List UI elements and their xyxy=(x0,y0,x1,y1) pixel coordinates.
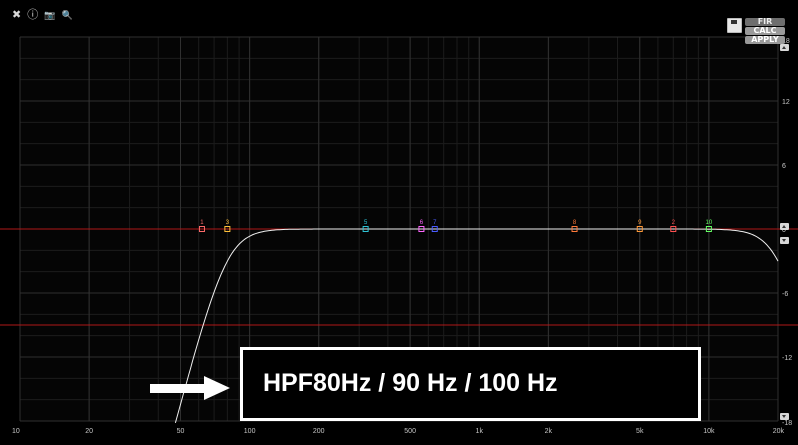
filter-point-5[interactable]: 5 xyxy=(362,220,369,232)
y-tick-label: 0 xyxy=(782,227,786,234)
filter-point-label: 10 xyxy=(706,220,713,226)
x-tick-label: 20k xyxy=(773,428,785,435)
close-icon[interactable]: ✖ xyxy=(12,9,22,21)
zoom-icon[interactable]: 🔍 xyxy=(61,10,73,20)
fir-button[interactable]: FIR xyxy=(745,18,785,26)
fir-panel: FIR CALC APPLY xyxy=(727,17,793,53)
filter-point-label: 7 xyxy=(433,220,437,226)
filter-point-label: 2 xyxy=(672,220,676,226)
y-tick-label: 6 xyxy=(782,163,786,170)
filter-point-8[interactable]: 8 xyxy=(571,220,578,232)
annotation-box: HPF80Hz / 90 Hz / 100 Hz xyxy=(240,347,701,421)
gain-up-button[interactable] xyxy=(780,223,789,230)
filter-point-handle[interactable] xyxy=(224,226,231,232)
filter-point-label: 5 xyxy=(364,220,368,226)
y-tick-label: -18 xyxy=(782,420,792,427)
filter-point-handle[interactable] xyxy=(198,226,205,232)
x-tick-label: 200 xyxy=(313,428,325,435)
filter-point-9[interactable]: 9 xyxy=(636,220,643,232)
camera-icon[interactable]: 📷 xyxy=(44,10,56,20)
filter-point-handle[interactable] xyxy=(571,226,578,232)
y-tick-label: -6 xyxy=(782,291,788,298)
scale-up-top-button[interactable] xyxy=(780,44,789,51)
filter-point-label: 9 xyxy=(638,220,642,226)
y-tick-label: 18 xyxy=(782,38,790,45)
calc-button[interactable]: CALC xyxy=(745,27,785,35)
gain-down-button[interactable] xyxy=(780,237,789,244)
filter-point-2[interactable]: 2 xyxy=(670,220,677,232)
filter-point-handle[interactable] xyxy=(670,226,677,232)
apply-button[interactable]: APPLY xyxy=(745,36,785,44)
filter-point-label: 8 xyxy=(573,220,577,226)
x-tick-label: 100 xyxy=(244,428,256,435)
toolbar: ✖ ⓘ 📷 🔍 xyxy=(12,9,73,21)
scale-down-bottom-button[interactable] xyxy=(780,413,789,420)
filter-point-3[interactable]: 3 xyxy=(224,220,231,232)
y-tick-label: -12 xyxy=(782,355,792,362)
filter-point-label: 1 xyxy=(200,220,204,226)
x-tick-label: 20 xyxy=(85,428,93,435)
x-tick-label: 5k xyxy=(636,428,644,435)
filter-point-6[interactable]: 6 xyxy=(418,220,425,232)
x-tick-label: 10 xyxy=(12,428,20,435)
x-tick-label: 1k xyxy=(476,428,484,435)
save-icon[interactable] xyxy=(727,18,742,33)
filter-point-handle[interactable] xyxy=(362,226,369,232)
arrow-right-icon xyxy=(150,376,230,400)
filter-point-10[interactable]: 10 xyxy=(706,220,713,232)
x-tick-label: 50 xyxy=(177,428,185,435)
annotation-text: HPF80Hz / 90 Hz / 100 Hz xyxy=(263,369,558,397)
y-tick-label: 12 xyxy=(782,99,790,106)
x-tick-label: 2k xyxy=(545,428,553,435)
x-tick-label: 10k xyxy=(703,428,715,435)
filter-point-7[interactable]: 7 xyxy=(431,220,438,232)
filter-point-label: 6 xyxy=(420,220,424,226)
info-icon[interactable]: ⓘ xyxy=(27,9,39,21)
filter-point-handle[interactable] xyxy=(431,226,438,232)
filter-point-handle[interactable] xyxy=(705,226,712,232)
filter-point-handle[interactable] xyxy=(636,226,643,232)
filter-point-1[interactable]: 1 xyxy=(198,220,205,232)
filter-point-label: 3 xyxy=(226,220,230,226)
x-tick-label: 500 xyxy=(404,428,416,435)
filter-point-handle[interactable] xyxy=(418,226,425,232)
response-curve xyxy=(174,228,779,424)
